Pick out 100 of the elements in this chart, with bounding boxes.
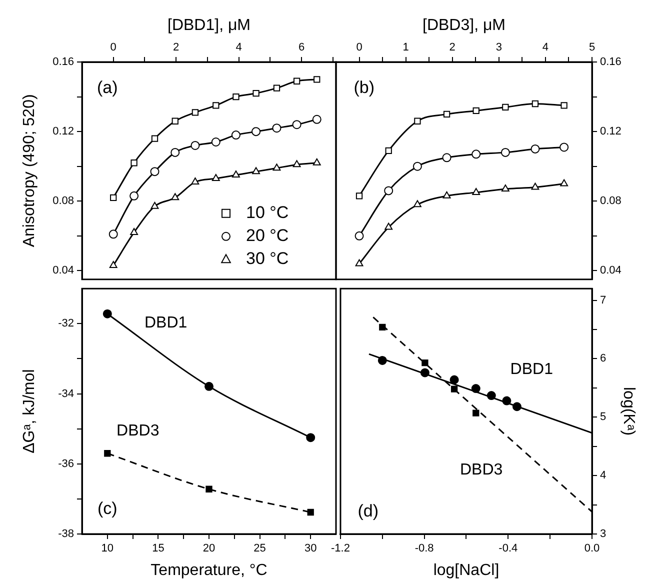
y-tick-label: -36 [58, 458, 74, 470]
point [171, 193, 180, 200]
point [273, 84, 280, 92]
x-tick-label: 5 [588, 41, 596, 54]
y-tick-label: 0.04 [52, 264, 74, 277]
x-tick-label: 30 [304, 542, 317, 555]
point [356, 192, 363, 200]
point [232, 93, 240, 100]
y2-tick-label: 0.08 [600, 195, 622, 208]
annotation: (b) [354, 78, 375, 97]
point [560, 102, 568, 109]
x-tick-label: 0 [356, 41, 362, 54]
point [232, 170, 240, 178]
point [413, 200, 422, 208]
point [150, 202, 159, 209]
x-tick-label: 0 [110, 41, 116, 54]
point [486, 391, 496, 400]
point [172, 118, 178, 124]
x-tick-label: 2 [173, 41, 180, 54]
x-tick-label: -0.8 [414, 542, 434, 555]
point [170, 148, 180, 157]
annotation: (a) [97, 78, 118, 97]
point [231, 130, 240, 140]
x-tick-label: -0.4 [498, 542, 518, 555]
point [500, 148, 510, 157]
point [378, 356, 387, 365]
point [272, 164, 281, 171]
point [414, 118, 421, 124]
point [442, 191, 451, 198]
x-axis-title: [DBD3], μM [422, 17, 506, 34]
x-axis-title: [DBD1], μM [167, 17, 251, 34]
x-tick-label: 20 [202, 542, 216, 555]
x-axis-title: log[NaCl] [433, 562, 500, 579]
point [502, 396, 512, 406]
point [560, 142, 569, 152]
x-tick-label: 25 [254, 542, 266, 555]
point [211, 138, 220, 147]
y-axis-title: ΔGᵃ, kJ/mol [21, 369, 38, 454]
point [252, 127, 261, 136]
y-tick-label: 0.12 [52, 126, 74, 138]
y2-axis-title: log(Kᵃ) [620, 386, 637, 436]
point [204, 382, 214, 391]
point [151, 135, 158, 142]
x-tick-label: 4 [542, 41, 549, 54]
y2-tick-label: 0.16 [600, 56, 622, 68]
annotation: DBD1 [144, 314, 188, 332]
point [560, 179, 568, 186]
y-tick-label: -34 [58, 388, 74, 400]
point [130, 160, 138, 166]
point [443, 110, 450, 118]
point [150, 167, 160, 176]
point [109, 260, 118, 268]
y-tick-label: 0.16 [52, 56, 74, 68]
y2-tick-label: 7 [600, 294, 606, 306]
point [355, 259, 364, 266]
y2-tick-label: 0.04 [600, 264, 622, 277]
y2-tick-label: 0.12 [600, 126, 622, 138]
point [292, 160, 301, 168]
point [532, 100, 539, 108]
y2-tick-label: 4 [600, 470, 606, 482]
point [108, 230, 118, 239]
point [412, 162, 422, 171]
point [384, 222, 393, 230]
point [104, 450, 111, 457]
x-tick-label: 6 [298, 41, 305, 54]
point [442, 153, 452, 162]
legend-label: 10 °C [246, 203, 289, 222]
point [306, 433, 316, 442]
y2-tick-label: 3 [600, 528, 606, 540]
point [450, 386, 458, 392]
point [212, 174, 220, 182]
y2-tick-label: 6 [600, 352, 606, 365]
x-tick-label: 10 [101, 542, 114, 555]
y-tick-label: -32 [58, 318, 74, 330]
annotation: DBD3 [116, 422, 160, 440]
point [384, 186, 394, 196]
point [252, 90, 260, 97]
annotation: (c) [97, 499, 118, 518]
x-tick-label: 15 [152, 542, 164, 555]
point [312, 114, 322, 124]
point [293, 78, 300, 84]
point [192, 109, 199, 116]
annotation: (d) [358, 502, 379, 521]
y2-tick-label: 5 [600, 411, 606, 424]
point [501, 184, 510, 192]
point [307, 508, 314, 516]
point [314, 76, 320, 83]
x-axis-title: Temperature, °C [150, 562, 268, 579]
x-tick-label: 1 [402, 41, 409, 54]
point [422, 359, 428, 366]
point [312, 158, 321, 166]
point [472, 188, 480, 195]
x-tick-label: -1.2 [330, 542, 350, 555]
point [471, 384, 480, 394]
x-tick-label: 4 [236, 41, 242, 54]
point [354, 231, 364, 240]
point [530, 144, 540, 154]
annotation: DBD1 [510, 360, 554, 378]
annotation: DBD3 [460, 462, 503, 479]
x-tick-label: 2 [449, 41, 456, 54]
